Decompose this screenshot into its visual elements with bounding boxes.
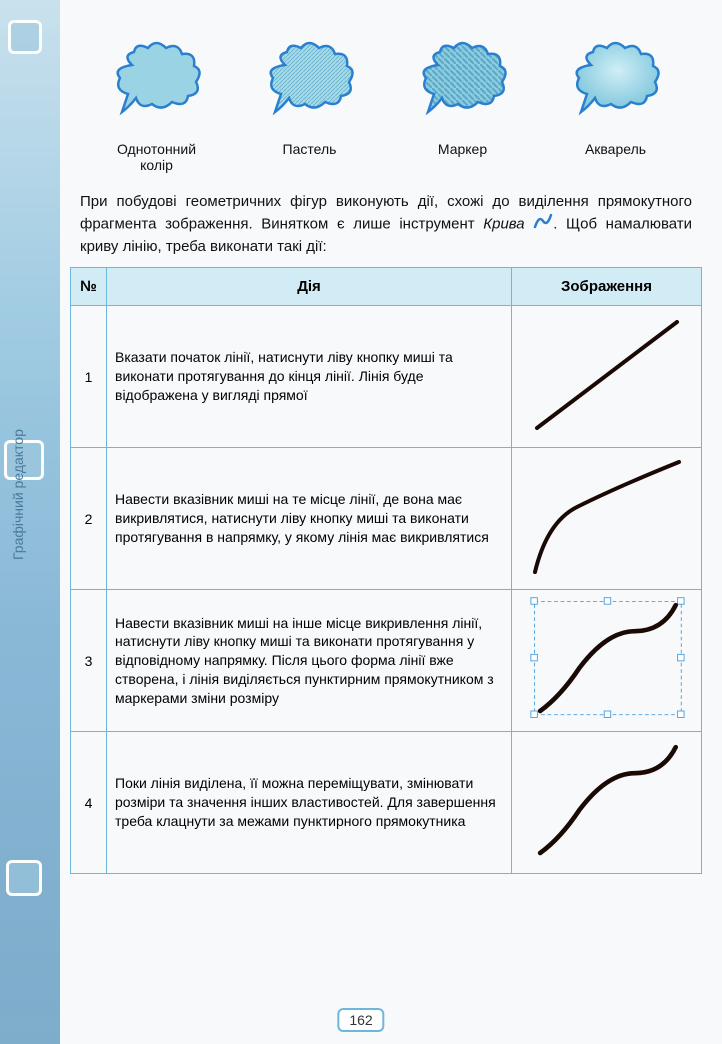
- cloud-icon: [408, 40, 518, 130]
- col-num: №: [71, 268, 107, 306]
- table-row: 1 Вказати початок лінії, натиснути ліву …: [71, 306, 702, 448]
- section-side-label: Графічний редактор: [10, 429, 26, 560]
- line-scurve-icon: [517, 736, 697, 866]
- row-image: [512, 306, 702, 448]
- row-image: [512, 732, 702, 874]
- page-number: 162: [337, 1008, 384, 1032]
- line-onebend-icon: [517, 452, 697, 582]
- curve-tool-icon: [533, 213, 553, 236]
- table-row: 4 Поки лінія виділена, її можна переміщу…: [71, 732, 702, 874]
- line-scurve-selected-icon: [517, 594, 697, 724]
- row-image: [512, 448, 702, 590]
- row-num: 1: [71, 306, 107, 448]
- row-action: Вказати початок лінії, натиснути ліву кн…: [107, 306, 512, 448]
- row-image: [512, 590, 702, 732]
- line-straight-icon: [517, 310, 697, 440]
- row-num: 2: [71, 448, 107, 590]
- left-decorative-strip: [0, 0, 60, 1044]
- intro-paragraph: При побудові геометричних фігур виконуют…: [80, 191, 692, 257]
- cloud-icon: [561, 40, 671, 130]
- table-row: 3 Навести вказівник миші на інше місце в…: [71, 590, 702, 732]
- row-action: Поки лінія виділена, її можна переміщува…: [107, 732, 512, 874]
- cloud-row: Однотонний колір Пастель: [70, 40, 702, 173]
- cloud-pastel: Пастель: [243, 40, 376, 173]
- row-action: Навести вказівник миші на те місце лінії…: [107, 448, 512, 590]
- steps-table: № Дія Зображення 1 Вказати початок лінії…: [70, 267, 702, 874]
- cloud-marker: Маркер: [396, 40, 529, 173]
- col-image: Зображення: [512, 268, 702, 306]
- cloud-label: Акварель: [549, 141, 682, 157]
- cloud-icon: [255, 40, 365, 130]
- cloud-flat: Однотонний колір: [90, 40, 223, 173]
- row-num: 4: [71, 732, 107, 874]
- cloud-label: Пастель: [243, 141, 376, 157]
- row-num: 3: [71, 590, 107, 732]
- cloud-label: Маркер: [396, 141, 529, 157]
- row-action: Навести вказівник миші на інше місце вик…: [107, 590, 512, 732]
- cloud-label: Однотонний колір: [90, 141, 223, 173]
- cloud-icon: [102, 40, 212, 130]
- table-row: 2 Навести вказівник миші на те місце лін…: [71, 448, 702, 590]
- page-number-box: 162: [337, 1008, 384, 1032]
- col-action: Дія: [107, 268, 512, 306]
- cloud-watercolor: Акварель: [549, 40, 682, 173]
- tool-name-italic: Крива: [483, 215, 524, 232]
